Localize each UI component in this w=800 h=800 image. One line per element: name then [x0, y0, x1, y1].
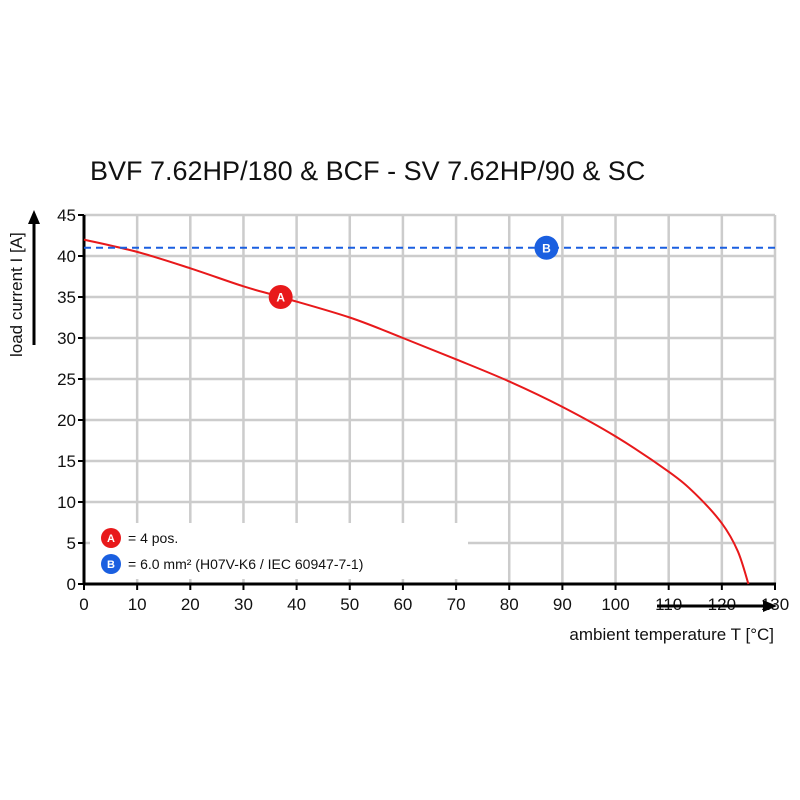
y-tick-label: 35: [57, 288, 76, 307]
y-tick-label: 10: [57, 493, 76, 512]
series-marker-b: [534, 235, 559, 260]
legend-text: = 4 pos.: [128, 530, 178, 546]
y-tick-label: 25: [57, 370, 76, 389]
x-tick-label: 70: [447, 595, 466, 614]
y-tick-label: 40: [57, 247, 76, 266]
x-tick-label: 90: [553, 595, 572, 614]
legend-marker-a: [101, 528, 121, 548]
y-tick-label: 15: [57, 452, 76, 471]
x-tick-label: 80: [500, 595, 519, 614]
x-axis-label: ambient temperature T [°C]: [569, 625, 774, 644]
x-tick-label: 100: [601, 595, 629, 614]
x-tick-label: 20: [181, 595, 200, 614]
legend-box: [90, 523, 468, 579]
x-tick-label: 0: [79, 595, 88, 614]
x-tick-label: 50: [340, 595, 359, 614]
legend-marker-label: B: [107, 559, 115, 571]
x-tick-label: 60: [393, 595, 412, 614]
y-tick-label: 20: [57, 411, 76, 430]
legend-marker-label: A: [107, 533, 115, 545]
x-tick-label: 40: [287, 595, 306, 614]
y-tick-label: 5: [67, 534, 76, 553]
chart-title: BVF 7.62HP/180 & BCF - SV 7.62HP/90 & SC: [90, 156, 646, 186]
x-tick-label: 30: [234, 595, 253, 614]
series-marker-a: [268, 285, 293, 309]
y-axis-label: load current I [A]: [7, 232, 26, 357]
series-line-a: [83, 238, 750, 585]
y-axis-arrow-head: [28, 210, 40, 224]
y-tick-label: 0: [67, 575, 76, 594]
series-marker-label: A: [276, 291, 285, 305]
legend-marker-b: [101, 554, 121, 574]
x-axis-arrow-head: [763, 600, 777, 612]
y-tick-label: 45: [57, 206, 76, 225]
legend-text: = 6.0 mm² (H07V-K6 / IEC 60947-7-1): [128, 556, 363, 572]
series-marker-label: B: [542, 241, 551, 255]
y-tick-label: 30: [57, 329, 76, 348]
x-tick-label: 10: [128, 595, 147, 614]
